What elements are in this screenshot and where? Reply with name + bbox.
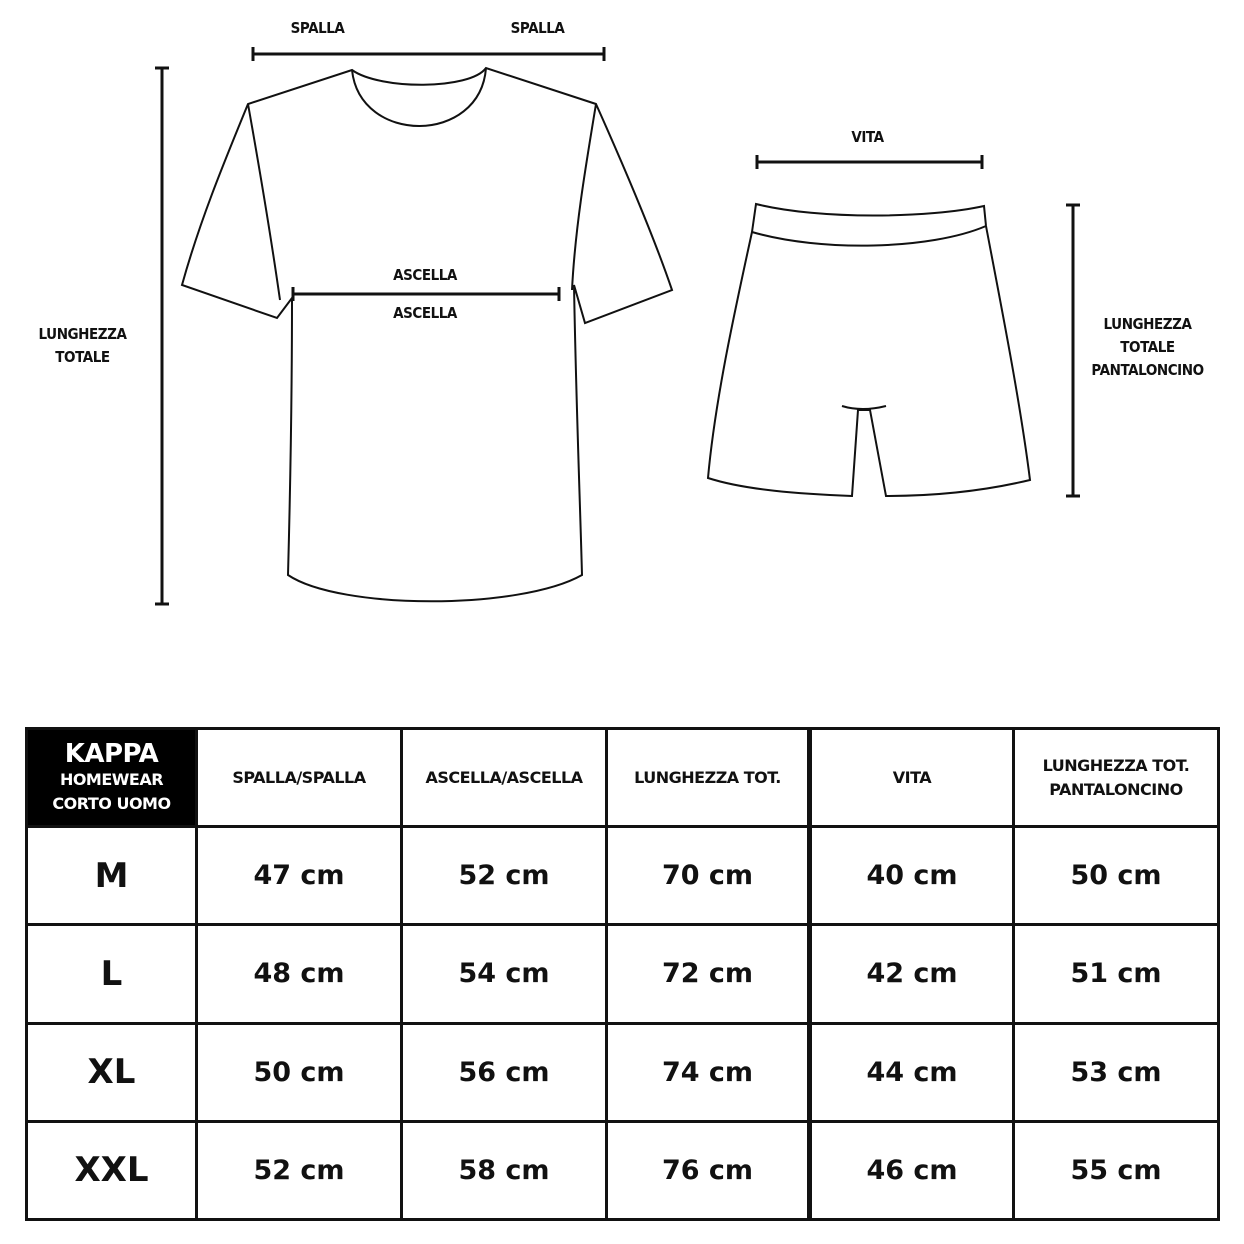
label-line: TOTALE <box>1120 338 1175 356</box>
value-cell: 54 cm <box>400 923 608 1025</box>
table-header-row: KAPPA HOMEWEAR CORTO UOMO SPALLA/SPALLA … <box>25 726 1220 829</box>
value-cell: 70 cm <box>605 825 811 927</box>
shorts-length-measure-line <box>1066 203 1080 498</box>
value-cell: 74 cm <box>605 1021 811 1123</box>
brand-line: CORTO UOMO <box>52 793 171 813</box>
size-cell: L <box>25 923 198 1025</box>
garment-diagram <box>155 47 1080 606</box>
label-line: TOTALE <box>55 348 110 366</box>
table-row: XL 50 cm 56 cm 74 cm 44 cm 53 cm <box>25 1021 1220 1123</box>
value-cell: 76 cm <box>605 1119 811 1222</box>
value-cell: 47 cm <box>195 825 403 927</box>
table-row: XXL 52 cm 58 cm 76 cm 46 cm 55 cm <box>25 1119 1220 1222</box>
shoulder-left-label: SPALLA <box>290 19 345 37</box>
armpit-top-label: ASCELLA <box>393 266 457 284</box>
size-cell: XXL <box>25 1119 198 1222</box>
value-cell: 58 cm <box>400 1119 608 1222</box>
armpit-measure-line <box>291 287 561 301</box>
size-cell: XL <box>25 1021 198 1123</box>
brand-line: HOMEWEAR <box>59 769 164 789</box>
label-line: PANTALONCINO <box>1091 361 1204 379</box>
value-cell: 53 cm <box>1012 1021 1220 1123</box>
brand-cell: KAPPA HOMEWEAR CORTO UOMO <box>25 726 198 829</box>
shoulder-right-label: SPALLA <box>510 19 565 37</box>
header-shoulder: SPALLA/SPALLA <box>195 726 403 829</box>
value-cell: 46 cm <box>807 1119 1015 1222</box>
header-line: LUNGHEZZA TOT. <box>1042 755 1190 775</box>
total-length-label: LUNGHEZZA TOTALE <box>26 323 139 369</box>
label-line: LUNGHEZZA <box>38 325 127 343</box>
value-cell: 44 cm <box>807 1021 1015 1123</box>
value-cell: 48 cm <box>195 923 403 1025</box>
value-cell: 52 cm <box>195 1119 403 1222</box>
value-cell: 51 cm <box>1012 923 1220 1025</box>
table-row: M 47 cm 52 cm 70 cm 40 cm 50 cm <box>25 825 1220 927</box>
header-line: PANTALONCINO <box>1049 779 1183 799</box>
value-cell: 56 cm <box>400 1021 608 1123</box>
value-cell: 40 cm <box>807 825 1015 927</box>
size-cell: M <box>25 825 198 927</box>
value-cell: 42 cm <box>807 923 1015 1025</box>
shorts-outline <box>706 202 1032 498</box>
label-line: LUNGHEZZA <box>1103 315 1192 333</box>
armpit-bottom-label: ASCELLA <box>393 304 457 322</box>
value-cell: 50 cm <box>1012 825 1220 927</box>
header-shorts-length: LUNGHEZZA TOT. PANTALONCINO <box>1012 726 1220 829</box>
shorts-length-label: LUNGHEZZA TOTALE PANTALONCINO <box>1078 313 1218 382</box>
header-armpit: ASCELLA/ASCELLA <box>400 726 608 829</box>
shoulder-measure-line <box>251 47 606 61</box>
total-length-line <box>155 66 169 606</box>
waist-measure-line <box>755 155 984 169</box>
value-cell: 55 cm <box>1012 1119 1220 1222</box>
tshirt-outline <box>180 66 674 603</box>
value-cell: 50 cm <box>195 1021 403 1123</box>
header-waist: VITA <box>807 726 1015 829</box>
shorts-waistband <box>751 225 987 247</box>
tshirt-collar <box>351 67 487 127</box>
value-cell: 72 cm <box>605 923 811 1025</box>
header-total-length: LUNGHEZZA TOT. <box>605 726 811 829</box>
table-row: L 48 cm 54 cm 72 cm 42 cm 51 cm <box>25 923 1220 1025</box>
brand-name: KAPPA <box>64 738 159 769</box>
waist-label: VITA <box>851 128 884 146</box>
size-table: KAPPA HOMEWEAR CORTO UOMO SPALLA/SPALLA … <box>25 726 1220 1222</box>
value-cell: 52 cm <box>400 825 608 927</box>
